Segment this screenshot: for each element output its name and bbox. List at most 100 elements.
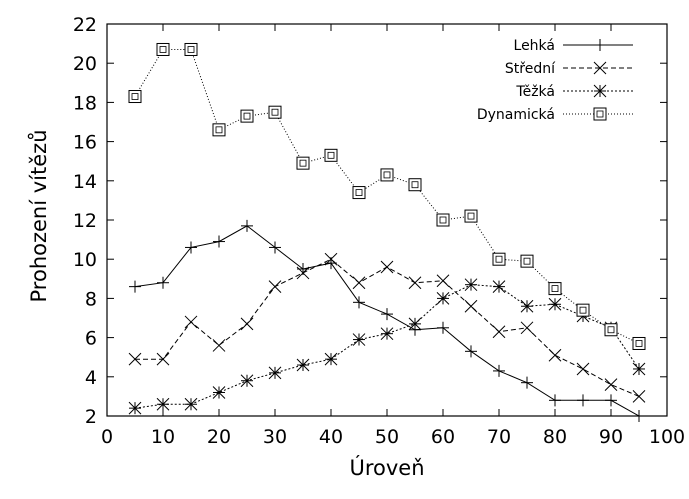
data-point	[604, 323, 618, 337]
data-point	[464, 299, 478, 313]
data-point	[213, 235, 225, 248]
data-point	[353, 296, 365, 309]
series-line	[134, 284, 640, 409]
data-point	[268, 366, 282, 380]
data-point	[324, 148, 338, 162]
legend-marker	[593, 107, 607, 121]
data-point	[632, 336, 646, 350]
data-point	[436, 213, 450, 227]
data-point	[380, 327, 394, 341]
data-point	[156, 397, 170, 411]
data-point	[577, 394, 589, 407]
data-point	[436, 292, 450, 305]
data-point	[520, 299, 534, 313]
data-point	[632, 362, 646, 376]
x-tick-label: 10	[151, 426, 175, 448]
legend: Lehká Střední Těžká Dynamická	[477, 38, 633, 123]
data-point	[492, 280, 506, 293]
data-point	[268, 280, 282, 293]
data-point	[380, 168, 394, 182]
data-point	[128, 352, 142, 366]
legend-marker	[594, 39, 606, 51]
legend-label: Těžká	[515, 84, 555, 100]
x-tick-label: 90	[599, 426, 623, 448]
y-tick-label: 14	[73, 171, 97, 193]
data-point	[493, 364, 505, 377]
data-point	[464, 278, 478, 292]
series-line	[134, 225, 640, 417]
x-tick-label: 0	[101, 426, 113, 448]
data-point	[381, 308, 393, 321]
data-point	[352, 186, 366, 200]
legend-item: Těžká	[515, 84, 633, 100]
x-tick-label: 20	[207, 426, 231, 448]
data-point	[296, 358, 310, 372]
data-point	[184, 315, 198, 329]
data-point	[324, 352, 338, 366]
x-tick-label: 40	[319, 426, 343, 448]
series-3	[128, 278, 646, 415]
plot-frame-layer: 0 10 20 30 40 50 60 70 80 90 100 2 4 6 8 10 12 14 16 18 20 22	[73, 14, 685, 448]
y-tick-label: 20	[73, 53, 97, 75]
series-2	[128, 252, 646, 403]
series-line	[134, 49, 640, 344]
data-point	[437, 321, 449, 334]
data-point	[548, 282, 562, 296]
data-point	[352, 333, 366, 346]
data-point	[633, 410, 645, 422]
x-tick-label: 80	[543, 426, 567, 448]
data-point	[241, 219, 253, 232]
data-point	[269, 241, 281, 254]
data-point	[352, 276, 366, 290]
data-point	[408, 317, 422, 331]
data-point	[408, 276, 422, 290]
series-layer	[128, 42, 646, 422]
data-point	[604, 378, 618, 391]
data-point	[240, 374, 254, 388]
y-axis-label: Prohození vítězů	[27, 130, 51, 303]
data-point	[129, 280, 141, 293]
data-point	[520, 321, 534, 335]
x-tick-label: 50	[375, 426, 399, 448]
y-tick-label: 4	[85, 367, 97, 389]
data-point	[324, 252, 338, 266]
series-1	[129, 219, 645, 422]
data-point	[549, 394, 561, 407]
data-point	[157, 276, 169, 289]
axis-text-layer: Úroveň Prohození vítězů	[27, 130, 425, 480]
data-point	[156, 42, 170, 56]
y-tick-label: 2	[85, 406, 97, 428]
data-point	[296, 156, 310, 170]
legend-item: Dynamická	[477, 107, 633, 123]
data-point	[548, 348, 562, 362]
legend-marker	[593, 84, 607, 98]
data-point	[521, 376, 533, 389]
y-tick-label: 8	[85, 288, 97, 310]
data-point	[464, 209, 478, 223]
data-point	[632, 390, 646, 403]
x-axis-label: Úroveň	[349, 455, 424, 480]
data-point	[240, 109, 254, 123]
data-point	[184, 42, 198, 56]
y-tick-label: 10	[73, 249, 97, 271]
data-point	[184, 397, 198, 411]
data-point	[380, 260, 394, 274]
data-point	[408, 178, 422, 192]
y-tick-label: 12	[73, 210, 97, 232]
data-point	[268, 105, 282, 119]
data-point	[492, 325, 506, 339]
data-point	[576, 362, 590, 376]
data-point	[128, 90, 142, 104]
legend-item: Střední	[505, 61, 633, 77]
y-tick-label: 6	[85, 328, 97, 350]
legend-item: Lehká	[514, 38, 633, 54]
legend-label: Dynamická	[477, 107, 555, 123]
x-tick-label: 60	[431, 426, 455, 448]
x-tick-label: 100	[649, 426, 685, 448]
y-tick-label: 16	[73, 132, 97, 154]
legend-label: Střední	[505, 61, 556, 77]
data-point	[520, 254, 534, 268]
legend-label: Lehká	[514, 38, 555, 54]
data-point	[465, 345, 477, 358]
